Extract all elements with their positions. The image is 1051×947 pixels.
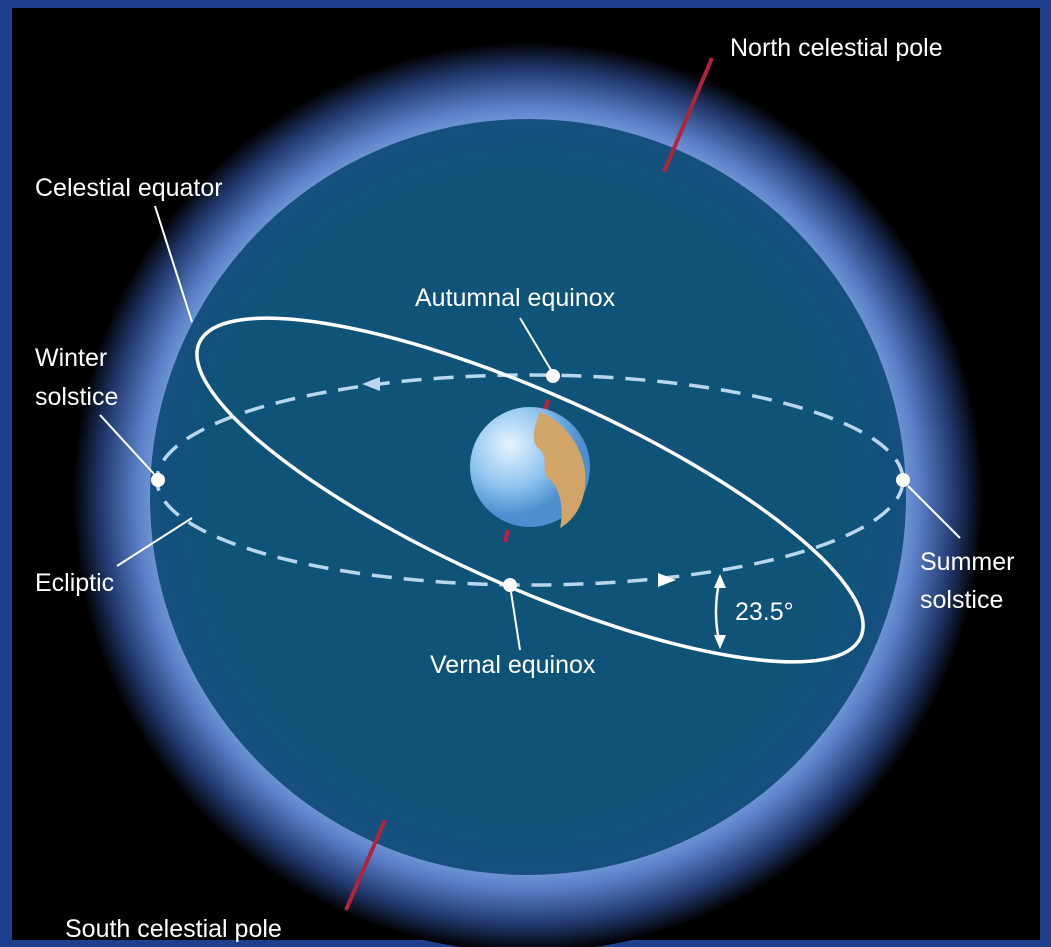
label: 23.5°	[735, 598, 794, 626]
label: Autumnal equinox	[415, 284, 616, 312]
earth-axis	[543, 399, 550, 411]
arrow	[658, 573, 676, 587]
pole-line	[662, 57, 714, 173]
point	[896, 473, 910, 487]
label: solstice	[920, 586, 1003, 614]
arrow	[714, 635, 726, 649]
point	[546, 369, 560, 383]
label: North celestial pole	[730, 34, 943, 62]
earth-axis	[503, 529, 510, 543]
leaders	[99, 205, 961, 651]
label: solstice	[35, 383, 118, 411]
label: Winter	[35, 344, 107, 372]
label: South celestial pole	[65, 915, 282, 943]
label: Celestial equator	[35, 174, 223, 202]
arrow	[714, 574, 726, 588]
point	[503, 578, 517, 592]
arrow	[362, 377, 380, 391]
pole-line	[344, 819, 387, 911]
continent	[533, 412, 586, 528]
label: Vernal equinox	[430, 651, 596, 679]
label: Summer	[920, 548, 1014, 576]
point	[151, 473, 165, 487]
label: Ecliptic	[35, 569, 114, 597]
celestial-equator	[195, 316, 865, 664]
